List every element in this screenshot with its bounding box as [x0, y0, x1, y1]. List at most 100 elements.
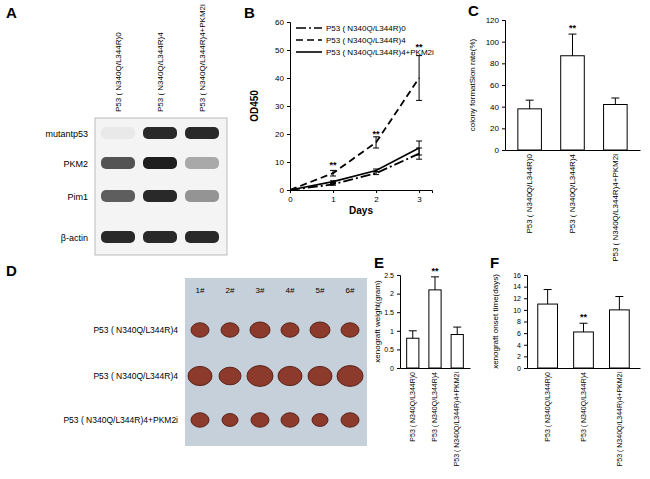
error-cap — [580, 323, 588, 324]
bar — [610, 310, 630, 368]
tick-mark — [397, 294, 400, 295]
error-bar — [526, 100, 534, 109]
legend-swatch — [296, 51, 322, 53]
tick: 16 — [513, 272, 527, 279]
annotation: ** — [580, 312, 588, 322]
tick-label: 50 — [275, 46, 284, 55]
band — [143, 127, 177, 139]
legend: P53 ( N340Q/L344R)0P53 ( N340Q/L344R)4P5… — [296, 24, 434, 57]
x-axis: P53 ( N340Q/L344R)0P53 ( N340Q/L344R)4P5… — [401, 368, 471, 466]
error-bar — [409, 331, 417, 338]
error-cap — [373, 169, 379, 170]
tick-mark — [287, 106, 290, 107]
band — [143, 231, 177, 243]
tick-label: 1.5 — [384, 309, 394, 316]
tick-mark — [333, 190, 334, 193]
band — [185, 190, 219, 202]
tumor — [250, 322, 270, 338]
tick-mark — [524, 345, 527, 346]
tumor — [278, 366, 302, 385]
row-label: β-actin — [61, 233, 88, 243]
tick-mark — [287, 190, 290, 191]
tick: 60 — [490, 81, 505, 90]
tumor — [308, 366, 332, 385]
tick: 1.5 — [384, 309, 400, 316]
bar — [574, 332, 594, 368]
tick: 40 — [275, 74, 290, 83]
tick-label: 20 — [490, 124, 499, 133]
error-cap — [373, 171, 379, 172]
error-cap — [330, 180, 336, 181]
blot-panel: AP53 ( N340Q/L344R)0P53 ( N340Q/L344R)4P… — [6, 4, 227, 255]
band — [185, 231, 219, 243]
tick-mark — [524, 298, 527, 299]
error-stem — [583, 323, 584, 332]
bar — [451, 335, 463, 368]
tick-label: 12 — [513, 295, 521, 302]
tumor — [341, 413, 359, 427]
axis-title: xenograft weight(gram) — [373, 280, 382, 363]
error-bar — [330, 181, 336, 183]
chart: B0102030405060OD4500123DaysP53 ( N340Q/L… — [244, 4, 434, 216]
tumor — [221, 323, 239, 337]
tick-mark — [397, 312, 400, 313]
tick-label: P53 ( N340Q/L344R)4+PKM2i — [616, 372, 624, 467]
row-label: Pim1 — [67, 192, 88, 202]
tick-label: 4 — [517, 341, 521, 348]
tick-label: 100 — [486, 38, 500, 47]
axis-title: Days — [349, 205, 373, 216]
error-cap — [290, 190, 293, 191]
tumor — [247, 366, 273, 387]
x-axis: P53 ( N340Q/L344R)0P53 ( N340Q/L344R)4P5… — [528, 368, 641, 466]
tick-label: 0 — [390, 365, 394, 372]
error-cap — [290, 190, 293, 191]
tick: 2 — [390, 290, 400, 297]
band — [185, 157, 219, 169]
error-bar — [330, 184, 336, 186]
tick-label: 6 — [517, 330, 521, 337]
tick-mark — [524, 287, 527, 288]
error-stem — [419, 56, 420, 101]
tick-mark — [502, 107, 505, 108]
error-bar — [453, 327, 461, 334]
tick: 3 — [417, 190, 422, 204]
tick-label: 40 — [490, 103, 499, 112]
axis-title: xenograft onset time(days) — [491, 274, 500, 369]
error-stem — [615, 98, 616, 105]
error-bar — [611, 98, 619, 105]
plot-area — [407, 277, 464, 368]
tick-mark — [397, 368, 400, 369]
error-bar — [330, 170, 336, 176]
error-cap — [453, 327, 461, 328]
tick: 80 — [490, 59, 505, 68]
error-stem — [529, 100, 530, 109]
annotation: ** — [416, 42, 424, 52]
tick-mark — [287, 162, 290, 163]
panel-letter: D — [6, 262, 17, 279]
tick-mark — [502, 85, 505, 86]
tick-mark — [397, 331, 400, 332]
error-cap — [290, 190, 293, 191]
tick: 0 — [517, 365, 527, 372]
y-axis: 0102030405060 — [275, 18, 290, 195]
tumor — [281, 323, 299, 337]
tick-label: P53 ( N340Q/L344R)4 — [580, 372, 588, 442]
axis-line — [397, 276, 401, 369]
chart: C020406080100120colony formatSion rate(%… — [468, 2, 641, 262]
tumor — [222, 414, 238, 427]
error-bar — [416, 56, 422, 101]
tick: 10 — [275, 158, 290, 167]
tick-mark — [419, 190, 420, 193]
axis-line — [287, 23, 291, 191]
tick: 10 — [513, 307, 527, 314]
tick: 1 — [390, 328, 400, 335]
tick-mark — [287, 22, 290, 23]
tick: 12 — [513, 295, 527, 302]
error-cap — [611, 98, 619, 99]
tick-label: 2 — [390, 290, 394, 297]
band — [101, 190, 135, 202]
tick-mark — [524, 368, 527, 369]
tick-mark — [502, 42, 505, 43]
legend-swatch — [296, 39, 322, 41]
error-bar — [373, 169, 379, 172]
